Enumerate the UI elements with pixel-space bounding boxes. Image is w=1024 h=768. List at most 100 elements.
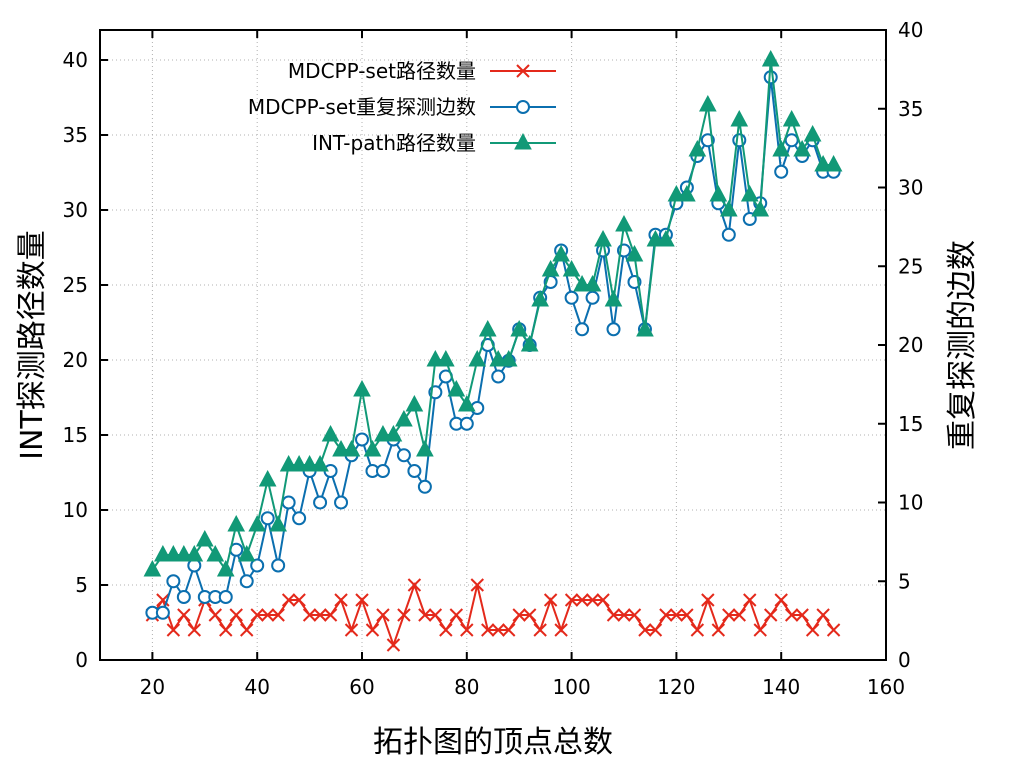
data-point: [271, 558, 286, 573]
y-axis-left-title: INT探测路径数量: [15, 230, 50, 460]
marker-stroke: [805, 623, 820, 637]
data-point: [457, 394, 476, 412]
marker-stroke: [585, 593, 600, 607]
data-point: [323, 608, 338, 622]
x-tick-label: 140: [762, 675, 800, 699]
marker-stroke: [606, 608, 621, 622]
data-point: [428, 608, 443, 622]
y-right-tick-label: 35: [898, 97, 923, 121]
data-point: [281, 593, 296, 607]
data-point: [617, 608, 631, 622]
x-tick-label: 160: [867, 675, 905, 699]
marker-stroke: [564, 593, 579, 607]
marker-stroke: [208, 608, 222, 622]
data-point: [699, 94, 717, 112]
marker-stroke: [407, 578, 422, 592]
marker-stroke: [764, 608, 778, 622]
data-point: [520, 334, 539, 352]
data-point: [512, 608, 526, 622]
marker-stroke: [344, 623, 359, 637]
data-point: [239, 574, 254, 589]
data-point: [311, 454, 329, 472]
data-point: [669, 608, 684, 622]
data-point: [156, 593, 170, 607]
data-point: [355, 432, 369, 447]
data-point: [564, 593, 579, 607]
data-point: [185, 544, 204, 562]
legend-marker: [516, 64, 530, 78]
data-point: [585, 593, 600, 607]
y-left-tick-label: 15: [63, 423, 88, 447]
data-point: [721, 227, 736, 242]
data-point: [761, 49, 780, 67]
data-point: [260, 608, 275, 622]
data-point: [237, 544, 256, 562]
marker-stroke: [418, 608, 432, 622]
data-point: [627, 608, 642, 622]
marker-stroke: [250, 608, 264, 622]
data-point: [397, 608, 411, 622]
data-point: [510, 319, 529, 337]
data-point: [187, 623, 202, 637]
data-point: [292, 593, 306, 607]
y-axis-right: 0 5 10 15 20 25 30 35 40: [878, 18, 923, 672]
data-point: [459, 416, 474, 431]
data-point: [177, 608, 191, 622]
x-tick-label: 120: [657, 675, 695, 699]
series-2: [143, 49, 843, 577]
y-right-tick-label: 25: [898, 254, 923, 278]
data-point: [248, 514, 267, 532]
marker-stroke: [522, 608, 537, 622]
data-point: [740, 184, 759, 202]
y-axis-left: 0 5 10 15 20 25 30 35 40: [63, 48, 108, 672]
data-point: [386, 638, 401, 652]
y-right-tick-label: 10: [898, 491, 923, 515]
marker-stroke: [240, 623, 254, 637]
data-point: [216, 559, 235, 577]
data-point: [531, 289, 549, 307]
data-point: [376, 608, 390, 622]
data-point: [166, 623, 181, 637]
x-tick-label: 60: [349, 675, 374, 699]
data-point: [439, 623, 453, 637]
y-right-tick-label: 5: [898, 569, 911, 593]
legend-label: INT-path路径数量: [312, 131, 476, 155]
legend-marker: [514, 132, 532, 150]
y-left-tick-label: 10: [63, 498, 88, 522]
x-axis: 20 40 60 80 100 120 140 160: [140, 30, 905, 699]
marker-stroke: [260, 608, 275, 622]
data-point: [554, 623, 568, 637]
data-point: [772, 139, 791, 157]
marker-stroke: [732, 608, 746, 622]
data-point: [313, 608, 327, 622]
marker-stroke: [271, 608, 285, 622]
x-axis-title: 拓扑图的顶点总数: [373, 725, 613, 760]
data-point: [604, 289, 623, 307]
x-tick-label: 20: [140, 675, 165, 699]
data-point: [753, 623, 767, 637]
marker-stroke: [355, 593, 369, 607]
y-axis-right-title: 重复探测的边数: [945, 240, 980, 450]
y-left-tick-label: 5: [75, 573, 88, 597]
data-point: [680, 608, 694, 622]
data-point: [522, 608, 537, 622]
data-point: [229, 608, 243, 622]
marker-stroke: [638, 623, 652, 637]
data-point: [334, 593, 348, 607]
data-point: [206, 544, 225, 562]
marker-stroke: [516, 64, 530, 78]
data-point: [227, 514, 246, 532]
data-point: [541, 259, 560, 277]
marker-stroke: [543, 593, 558, 607]
legend-label: MDCPP-set路径数量: [288, 59, 476, 83]
data-point: [678, 184, 696, 202]
data-point: [281, 495, 296, 510]
data-point: [384, 424, 403, 442]
y-left-tick-label: 25: [63, 273, 88, 297]
marker-stroke: [502, 623, 516, 637]
marker-stroke: [774, 593, 788, 607]
data-point: [805, 623, 820, 637]
data-point: [606, 608, 621, 622]
data-point: [219, 623, 233, 637]
marker-stroke: [701, 593, 715, 607]
